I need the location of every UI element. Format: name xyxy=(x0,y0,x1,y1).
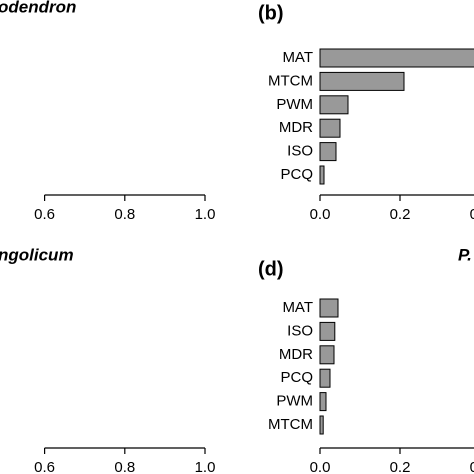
y-tick-label: PWM xyxy=(276,96,313,113)
x-tick-label: 0.4 xyxy=(470,459,474,474)
bar xyxy=(319,95,349,115)
bar xyxy=(319,165,325,185)
bar xyxy=(319,321,336,341)
y-tick-label: PCQ xyxy=(280,166,313,183)
panel-subtitle: P. xyxy=(458,245,472,264)
x-tick-label: 0.6 xyxy=(34,459,55,474)
y-tick-label: PCQ xyxy=(280,369,313,386)
y-tick-label: MTCM xyxy=(268,72,313,89)
bar xyxy=(319,71,405,91)
x-tick-label: 1.0 xyxy=(195,206,216,223)
x-tick-label: 0.4 xyxy=(470,206,474,223)
panel-title: (d) xyxy=(258,258,284,280)
y-tick-label: ISO xyxy=(287,322,313,339)
bar xyxy=(319,48,474,68)
panel-title: ngolicum xyxy=(0,245,74,264)
bar xyxy=(319,368,331,388)
x-tick-label: 0.0 xyxy=(310,459,331,474)
x-tick-label: 0.2 xyxy=(390,206,411,223)
bar xyxy=(319,298,339,318)
y-tick-label: PWM xyxy=(276,393,313,410)
bar xyxy=(319,415,324,435)
y-tick-label: ISO xyxy=(287,143,313,160)
x-tick-label: 0.8 xyxy=(114,459,135,474)
x-tick-label: 0.0 xyxy=(310,206,331,223)
x-tick-label: 0.8 xyxy=(114,206,135,223)
y-tick-label: MTCM xyxy=(268,416,313,433)
y-tick-label: MDR xyxy=(279,119,313,136)
y-tick-label: MAT xyxy=(282,299,313,316)
x-tick-label: 0.2 xyxy=(390,459,411,474)
y-tick-label: MAT xyxy=(282,49,313,66)
bar xyxy=(319,118,341,138)
bar xyxy=(319,345,335,365)
y-tick-label: MDR xyxy=(279,346,313,363)
x-tick-label: 1.0 xyxy=(195,459,216,474)
panel-title: odendron xyxy=(0,0,76,16)
x-tick-label: 0.6 xyxy=(34,206,55,223)
panel-title: (b) xyxy=(258,2,284,24)
bar xyxy=(319,142,337,162)
bar xyxy=(319,392,327,412)
